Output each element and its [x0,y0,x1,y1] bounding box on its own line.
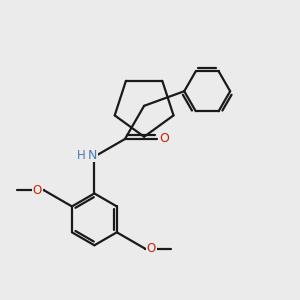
Text: N: N [88,149,98,162]
Text: O: O [147,242,156,255]
Text: O: O [159,133,169,146]
Text: H: H [77,149,85,162]
Text: O: O [33,184,42,197]
